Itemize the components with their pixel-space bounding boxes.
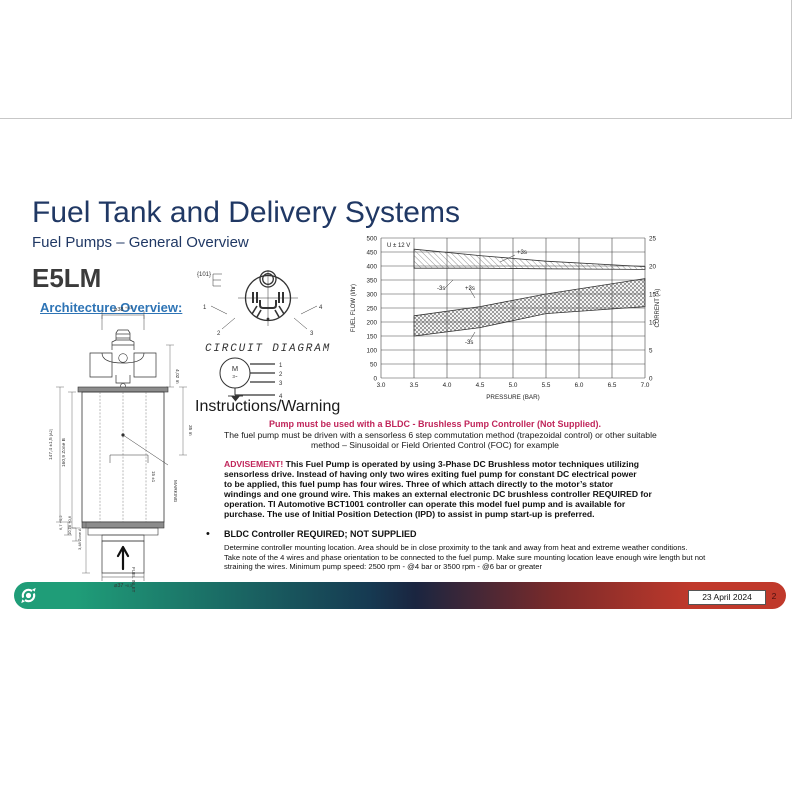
svg-text:6.0: 6.0	[575, 382, 584, 389]
svg-text:350: 350	[366, 278, 377, 285]
svg-text:CURRENT (A): CURRENT (A)	[655, 289, 661, 328]
svg-text:4.0: 4.0	[443, 382, 452, 389]
svg-text:35 m: 35 m	[187, 425, 193, 436]
svg-text:15 ±1: 15 ±1	[151, 471, 156, 483]
svg-text:2: 2	[279, 372, 283, 378]
svg-text:1: 1	[203, 305, 207, 311]
svg-text:3~: 3~	[232, 374, 238, 379]
svg-text:5.5: 5.5	[542, 382, 551, 389]
svg-text:100: 100	[366, 348, 377, 355]
svg-text:450: 450	[366, 250, 377, 257]
svg-text:M: M	[232, 364, 238, 373]
svg-text:U ± 12 V: U ± 12 V	[387, 243, 410, 249]
svg-text:4,02 m: 4,02 m	[174, 369, 180, 384]
svg-text:147,4 ±1,5 [A2]: 147,4 ±1,5 [A2]	[48, 429, 54, 460]
svg-text:400: 400	[366, 264, 377, 271]
svg-text:25: 25	[649, 236, 657, 243]
svg-text:3,48 Zone A: 3,48 Zone A	[77, 528, 82, 550]
svg-text:MARKING: MARKING	[172, 480, 178, 503]
svg-text:7.0: 7.0	[641, 382, 650, 389]
svg-text:CIRCUIT DIAGRAM: CIRCUIT DIAGRAM	[205, 343, 331, 355]
svg-text:{101}: {101}	[197, 272, 211, 278]
svg-text:-3s: -3s	[437, 286, 445, 292]
svg-text:200: 200	[366, 320, 377, 327]
svg-text:3: 3	[310, 331, 314, 337]
svg-text:-3s: -3s	[465, 340, 473, 346]
svg-text:⌀37 +0,3: ⌀37 +0,3	[114, 583, 132, 589]
svg-text:3: 3	[279, 381, 283, 387]
svg-text:300: 300	[366, 292, 377, 299]
svg-text:1: 1	[279, 363, 283, 369]
svg-text:⌀38 +0.3: ⌀38 +0.3	[114, 306, 132, 313]
svg-text:FUEL FLOW (l/hr): FUEL FLOW (l/hr)	[351, 284, 357, 332]
svg-text:4.5: 4.5	[476, 382, 485, 389]
svg-text:10,78 +0,6: 10,78 +0,6	[67, 515, 72, 535]
svg-text:+3s: +3s	[517, 250, 527, 256]
svg-text:150: 150	[366, 334, 377, 341]
svg-text:5.0: 5.0	[509, 382, 518, 389]
svg-text:5: 5	[649, 348, 653, 355]
svg-text:4: 4	[319, 305, 323, 311]
svg-text:50: 50	[370, 362, 378, 369]
svg-text:6,7 +0,2: 6,7 +0,2	[58, 515, 63, 530]
svg-text:0: 0	[649, 376, 653, 383]
svg-text:3.5: 3.5	[410, 382, 419, 389]
svg-text:3.0: 3.0	[377, 382, 386, 389]
svg-text:PRESSURE (BAR): PRESSURE (BAR)	[486, 394, 540, 401]
svg-text:+3s: +3s	[465, 286, 475, 292]
svg-text:160,9 Zone B: 160,9 Zone B	[61, 438, 67, 467]
svg-text:20: 20	[649, 264, 657, 271]
svg-text:500: 500	[366, 236, 377, 243]
svg-text:6.5: 6.5	[608, 382, 617, 389]
svg-text:FUEL INLET: FUEL INLET	[131, 567, 136, 593]
svg-text:2: 2	[217, 331, 221, 337]
svg-text:250: 250	[366, 306, 377, 313]
svg-text:4: 4	[279, 394, 283, 400]
